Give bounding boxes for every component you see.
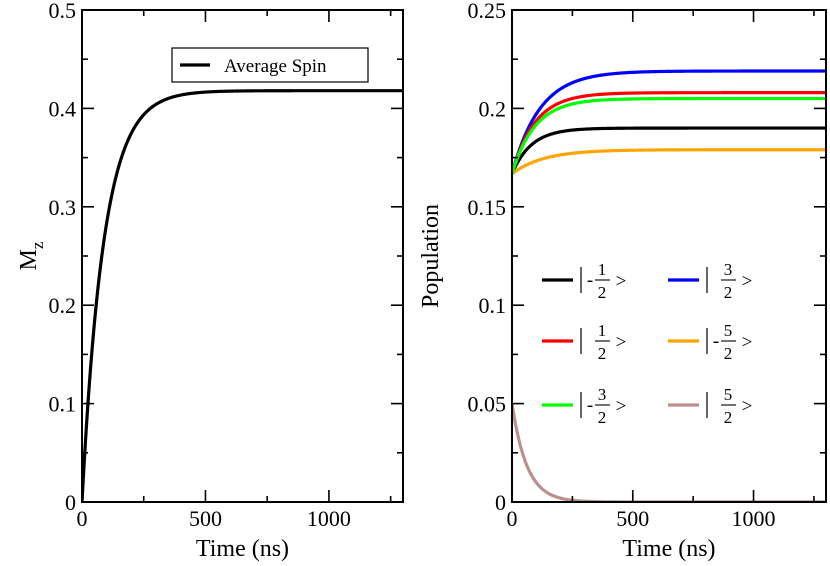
series-line-1 bbox=[512, 69, 826, 175]
ket-denominator: 2 bbox=[598, 344, 607, 363]
ket-denominator: 2 bbox=[724, 344, 733, 363]
y-axis-label-subscript: z bbox=[28, 241, 47, 249]
panel-population: 0 500 1000 0 0.05 0.1 0.15 0.2 0.25 Time (ns) Popu… bbox=[418, 0, 827, 562]
ket-close: > bbox=[616, 332, 627, 353]
ket-denominator: 2 bbox=[724, 283, 733, 302]
legend-item-5: 5 2 > bbox=[668, 385, 752, 427]
legend-item-3: -5 2 > bbox=[668, 321, 752, 363]
x-axis-label: Time (ns) bbox=[196, 536, 289, 562]
series-lines bbox=[512, 69, 826, 502]
y-tick-label: 0.1 bbox=[49, 392, 77, 417]
y-tick-label: 0.05 bbox=[468, 392, 507, 417]
y-tick-label: 0 bbox=[495, 490, 506, 515]
series-line-0 bbox=[512, 126, 826, 175]
x-tick-label: 1000 bbox=[732, 506, 776, 531]
x-tick-label: 0 bbox=[507, 506, 518, 531]
legend: Average Spin bbox=[171, 47, 369, 83]
y-tick-label: 0 bbox=[65, 490, 76, 515]
ket-sign: - bbox=[713, 331, 719, 352]
series-line-4 bbox=[512, 96, 826, 175]
panel-magnetization: 0 500 1000 0 0.1 0.2 0.3 0.4 0.5 Time (ns) Mz Avera… bbox=[16, 0, 404, 562]
ket-close: > bbox=[742, 271, 753, 292]
y-axis-label: Mz bbox=[16, 241, 47, 270]
ket-numerator: 5 bbox=[724, 385, 733, 404]
legend-item-4: -3 2 > bbox=[542, 385, 626, 427]
ket-numerator: 1 bbox=[598, 260, 607, 279]
ket-close: > bbox=[616, 271, 627, 292]
ket-sign: - bbox=[587, 395, 593, 416]
ket-denominator: 2 bbox=[724, 408, 733, 427]
ket-numerator: 1 bbox=[598, 321, 607, 340]
legend-item-2: 1 2 > bbox=[542, 321, 626, 363]
plot-frame bbox=[81, 9, 404, 503]
series-line-3 bbox=[512, 148, 826, 176]
y-tick-label: 0.3 bbox=[49, 195, 77, 220]
x-tick-label: 500 bbox=[189, 506, 222, 531]
series-line-2 bbox=[512, 91, 826, 175]
x-tick-label: 500 bbox=[616, 506, 649, 531]
ket-close: > bbox=[742, 332, 753, 353]
ket-numerator: 3 bbox=[598, 385, 607, 404]
ket-denominator: 2 bbox=[598, 283, 607, 302]
ket-numerator: 3 bbox=[724, 260, 733, 279]
y-axis-label-main: M bbox=[16, 249, 42, 270]
legend-item-0: -1 2 > bbox=[542, 260, 626, 302]
x-tick-label: 0 bbox=[77, 506, 88, 531]
y-tick-label: 0.2 bbox=[49, 293, 77, 318]
y-tick-label: 0.4 bbox=[49, 96, 77, 121]
series-line-0 bbox=[82, 89, 403, 502]
series-lines bbox=[82, 89, 403, 502]
ket-sign: - bbox=[587, 270, 593, 291]
x-axis-label: Time (ns) bbox=[622, 536, 715, 562]
y-tick-label: 0.25 bbox=[468, 0, 507, 23]
ket-numerator: 5 bbox=[724, 321, 733, 340]
legend: -12>32>12> -52>-32>52> bbox=[542, 260, 752, 427]
y-tick-label: 0.2 bbox=[479, 96, 507, 121]
x-tick-label: 1000 bbox=[307, 506, 351, 531]
y-tick-label: 0.1 bbox=[479, 293, 507, 318]
y-tick-label: 0.15 bbox=[468, 195, 507, 220]
series-line-5 bbox=[512, 403, 826, 502]
y-tick-label: 0.5 bbox=[49, 0, 77, 23]
ket-close: > bbox=[616, 396, 627, 417]
legend-item-1: 3 2 > bbox=[668, 260, 752, 302]
y-axis-label: Population bbox=[418, 204, 444, 308]
ket-denominator: 2 bbox=[598, 408, 607, 427]
legend-label: Average Spin bbox=[224, 56, 327, 77]
plot-frame bbox=[511, 9, 827, 503]
ket-close: > bbox=[742, 396, 753, 417]
